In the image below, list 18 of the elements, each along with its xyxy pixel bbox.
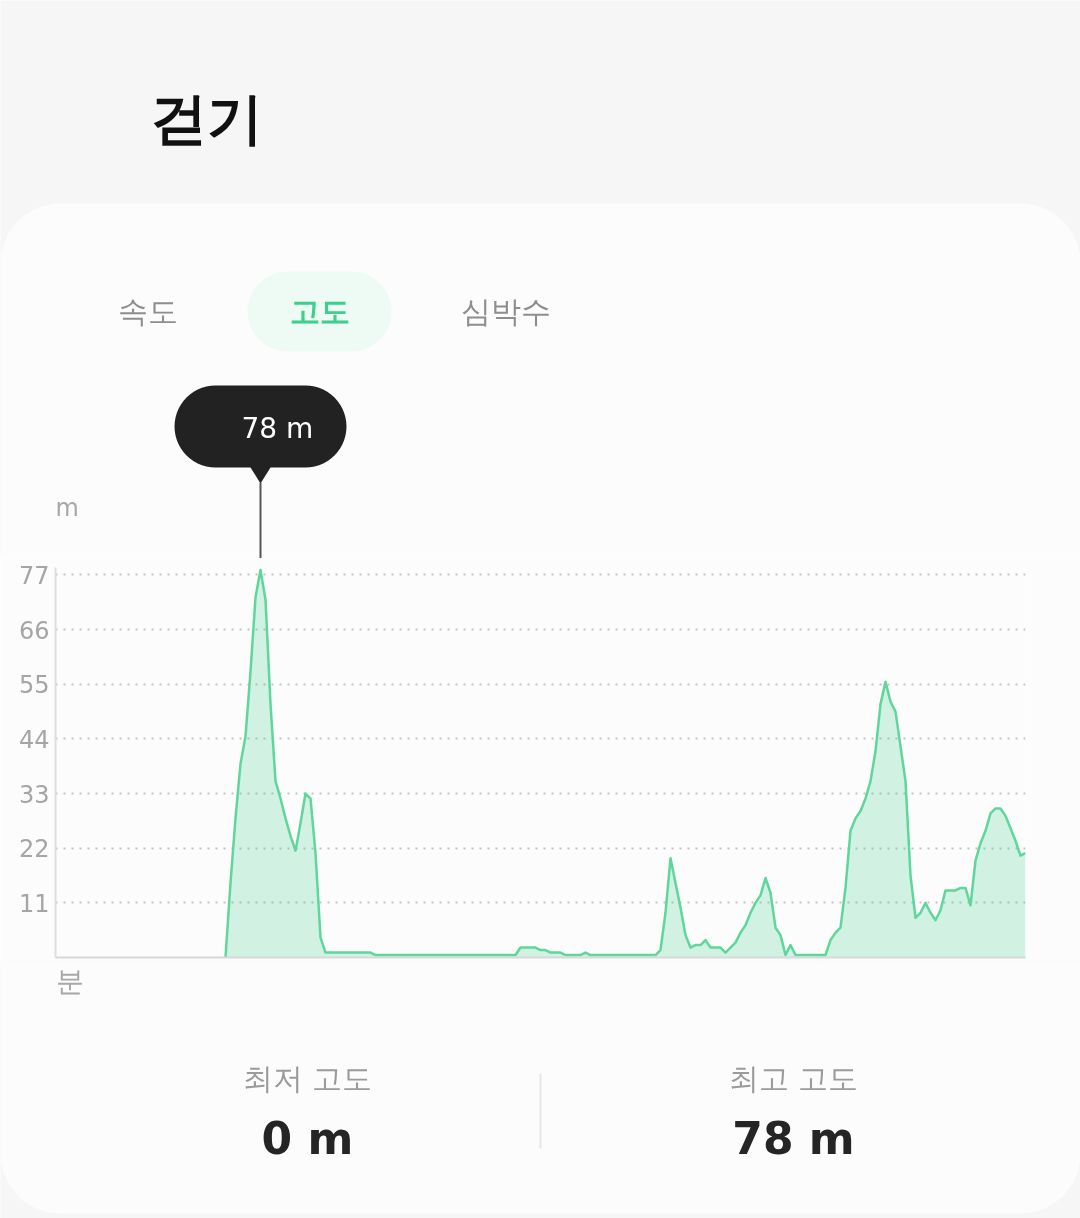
- x-axis-title: 분: [55, 965, 84, 998]
- chart-title: 걷기: [150, 86, 263, 151]
- text: 최고 고도: [728, 1061, 859, 1096]
- text: 0 m: [261, 1113, 354, 1164]
- y-tick-label: 77: [18, 561, 50, 590]
- y-tick-label: 55: [18, 671, 50, 700]
- text: 심박수: [460, 294, 551, 329]
- text: 78 m: [241, 412, 314, 445]
- y-tick-label: 11: [18, 889, 50, 918]
- text: 고도: [289, 294, 350, 329]
- y-axis-title: m: [55, 493, 79, 522]
- y-tick-label: 33: [18, 780, 50, 809]
- text: 78 m: [732, 1113, 855, 1164]
- y-tick-label: 22: [18, 835, 50, 864]
- y-tick-label: 66: [18, 616, 50, 645]
- text: 속도: [117, 294, 178, 329]
- text: 최저 고도: [242, 1061, 373, 1096]
- y-tick-label: 44: [18, 725, 50, 754]
